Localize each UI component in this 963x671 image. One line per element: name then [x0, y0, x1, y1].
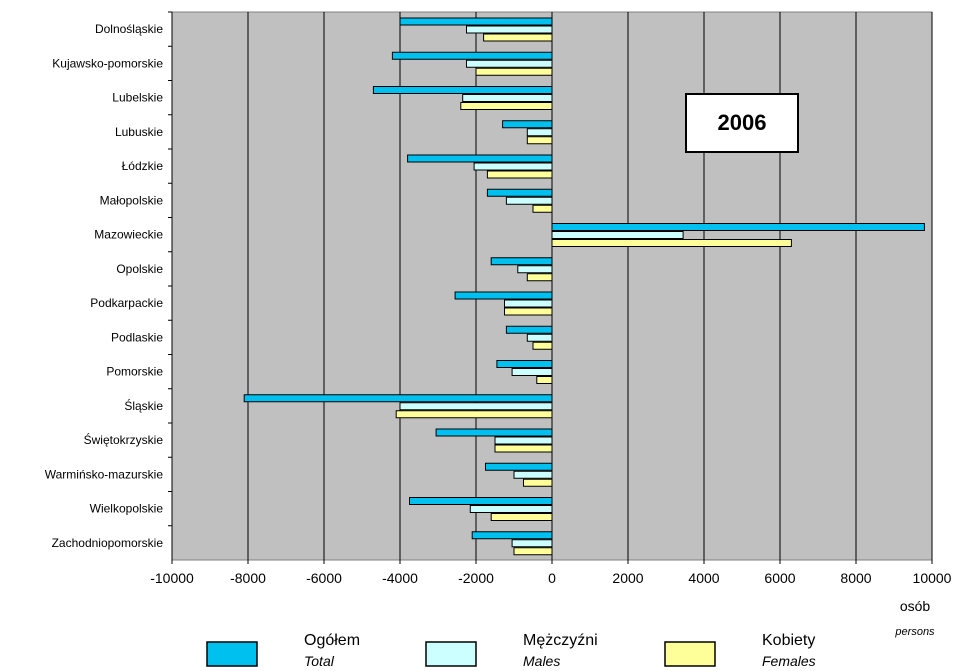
category-label: Pomorskie: [106, 365, 163, 379]
x-tick-label: 6000: [764, 570, 795, 586]
legend-label: Ogółem: [304, 632, 360, 649]
bar-males: [511, 539, 553, 548]
category-label: Podkarpackie: [90, 296, 163, 310]
legend-label-en: Total: [304, 653, 335, 669]
category-label: Wielkopolskie: [90, 502, 164, 516]
legend-swatch: [664, 641, 716, 667]
unit-label-en: persons: [894, 626, 935, 638]
legend-label-en: Males: [523, 653, 560, 669]
bar-total: [486, 188, 553, 197]
legend-swatch: [425, 641, 477, 667]
bar-total: [243, 394, 553, 403]
bar-females: [526, 273, 553, 282]
category-label: Łódzkie: [122, 159, 164, 173]
legend-label-en: Females: [762, 653, 816, 669]
legend-swatch: [206, 641, 258, 667]
x-tick-label: 4000: [688, 570, 719, 586]
x-tick-label: 8000: [840, 570, 871, 586]
legend-label: Kobiety: [762, 632, 815, 649]
bar-total: [551, 223, 925, 231]
bar-females: [494, 444, 553, 453]
bar-females: [460, 102, 553, 110]
x-tick-label: 0: [548, 570, 556, 586]
bar-total: [399, 17, 553, 26]
bar-total: [502, 120, 553, 129]
category-label: Mazowieckie: [94, 228, 163, 242]
bar-females: [475, 67, 553, 76]
bar-total: [505, 325, 553, 334]
x-tick-labels: -10000 -8000 -6000 -4000 -2000 0 2000 4000 6000 8…: [150, 560, 952, 586]
x-tick-label: -8000: [230, 570, 266, 586]
bar-females: [532, 341, 553, 350]
bar-females: [483, 33, 553, 42]
year-annotation-box: [685, 93, 799, 153]
bar-total: [496, 360, 553, 368]
bar-females: [526, 136, 553, 145]
bar-females: [490, 513, 553, 521]
legend-label: Mężczyźni: [523, 632, 598, 649]
x-tick-label: -10000: [150, 570, 194, 586]
category-label: Opolskie: [116, 262, 163, 276]
bar-total: [372, 86, 553, 94]
category-label: Warmińsko-mazurskie: [45, 467, 164, 481]
category-label: Małopolskie: [100, 193, 164, 207]
category-label: Świętokrzyskie: [84, 432, 164, 447]
year-annotation-text: 2006: [718, 110, 767, 135]
bar-total: [407, 154, 553, 163]
x-tick-label: 10000: [913, 570, 952, 586]
legend: Ogółem Total Mężczyźni Males Kobiety Females: [206, 632, 816, 669]
category-label: Podlaskie: [111, 330, 163, 344]
bar-males: [469, 505, 553, 513]
bar-total: [454, 291, 553, 300]
category-labels: Dolnośląskie Kujawsko-pomorskie Lubelskie L…: [45, 11, 172, 550]
bar-males: [504, 299, 553, 308]
bar-females: [523, 478, 553, 487]
category-label: Lubuskie: [115, 125, 163, 139]
x-tick-label: -2000: [458, 570, 494, 586]
bar-males: [466, 25, 553, 34]
category-label: Śląskie: [124, 398, 163, 413]
bar-total: [435, 428, 553, 437]
bar-males: [462, 94, 553, 102]
bars: [243, 12, 925, 560]
bar-females: [395, 410, 553, 419]
bar-males: [526, 128, 553, 137]
bar-females: [536, 376, 553, 384]
x-tick-label: -6000: [306, 570, 342, 586]
bar-total: [391, 51, 553, 60]
unit-label: osób: [900, 598, 931, 614]
bar-males: [399, 402, 553, 411]
bar-females: [504, 307, 553, 316]
bar-females: [532, 204, 553, 213]
x-tick-label: -4000: [382, 570, 418, 586]
bar-total: [485, 462, 553, 471]
bar-total: [490, 257, 553, 266]
category-label: Kujawsko-pomorskie: [52, 56, 163, 70]
year-annotation: 2006: [685, 93, 799, 153]
bar-males: [505, 196, 553, 205]
category-label: Lubelskie: [112, 91, 163, 105]
bar-females: [486, 170, 553, 179]
category-label: Dolnośląskie: [95, 22, 163, 36]
bar-males: [526, 333, 553, 342]
bar-males: [473, 162, 553, 171]
bar-males: [513, 470, 553, 479]
bar-males: [494, 436, 553, 445]
x-tick-label: 2000: [612, 570, 643, 586]
bar-males: [517, 265, 553, 274]
bar-total: [409, 497, 553, 505]
bar-total: [471, 531, 553, 540]
category-label: Zachodniopomorskie: [52, 536, 164, 550]
bar-males: [551, 231, 684, 239]
bar-females: [513, 547, 553, 556]
bar-males: [511, 368, 553, 376]
bar-males: [466, 59, 553, 68]
bar-females: [551, 239, 792, 247]
